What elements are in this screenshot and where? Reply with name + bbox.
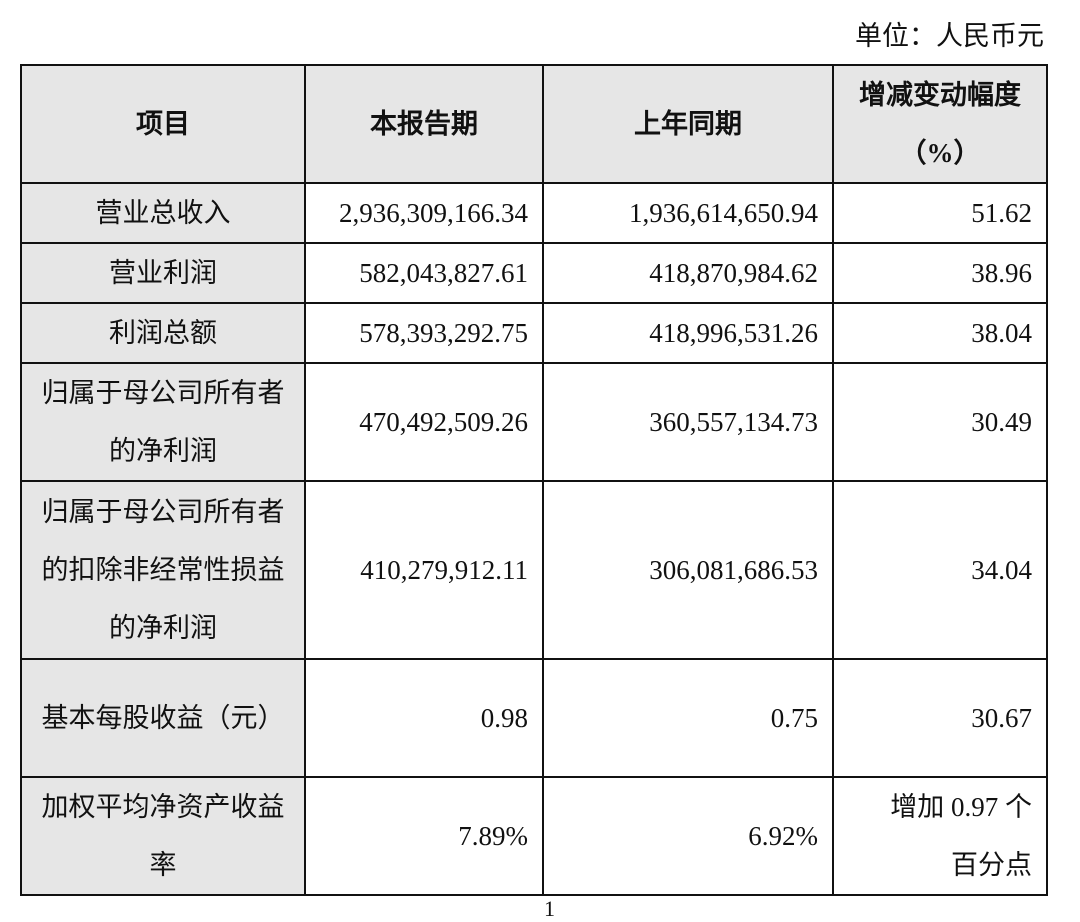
row-prior: 418,870,984.62	[542, 242, 834, 304]
row-change: 34.04	[832, 480, 1048, 660]
row-change: 30.67	[832, 658, 1048, 778]
table-row: 归属于母公司所有者的净利润 470,492,509.26 360,557,134.7…	[20, 362, 1048, 482]
table-row: 加权平均净资产收益率 7.89% 6.92% 增加 0.97 个百分点	[20, 776, 1048, 896]
table-row: 归属于母公司所有者的扣除非经常性损益的净利润 410,279,912.11 306,…	[20, 480, 1048, 660]
row-change: 51.62	[832, 182, 1048, 244]
row-current: 582,043,827.61	[304, 242, 544, 304]
row-current: 2,936,309,166.34	[304, 182, 544, 244]
row-item: 营业总收入	[20, 182, 306, 244]
row-change: 38.04	[832, 302, 1048, 364]
row-item: 利润总额	[20, 302, 306, 364]
row-current: 7.89%	[304, 776, 544, 896]
row-prior: 0.75	[542, 658, 834, 778]
row-prior: 6.92%	[542, 776, 834, 896]
table-row: 营业总收入 2,936,309,166.34 1,936,614,650.94 51.…	[20, 182, 1048, 244]
financial-table: 项目 本报告期 上年同期 增减变动幅度（%） 营业总收入 2,936,309,16…	[20, 64, 1048, 896]
row-change: 增加 0.97 个百分点	[832, 776, 1048, 896]
page-number: 1	[544, 896, 555, 921]
header-row: 项目 本报告期 上年同期 增减变动幅度（%）	[20, 64, 1048, 184]
row-item: 加权平均净资产收益率	[20, 776, 306, 896]
table-row: 利润总额 578,393,292.75 418,996,531.26 38.04	[20, 302, 1048, 364]
row-current: 470,492,509.26	[304, 362, 544, 482]
row-current: 0.98	[304, 658, 544, 778]
header-current: 本报告期	[304, 64, 544, 184]
header-prior: 上年同期	[542, 64, 834, 184]
row-item: 基本每股收益（元）	[20, 658, 306, 778]
row-item: 归属于母公司所有者的净利润	[20, 362, 306, 482]
header-change: 增减变动幅度（%）	[832, 64, 1048, 184]
unit-label: 单位：人民币元	[855, 21, 1044, 51]
row-item: 归属于母公司所有者的扣除非经常性损益的净利润	[20, 480, 306, 660]
row-prior: 418,996,531.26	[542, 302, 834, 364]
row-change: 30.49	[832, 362, 1048, 482]
row-item: 营业利润	[20, 242, 306, 304]
row-change: 38.96	[832, 242, 1048, 304]
row-current: 410,279,912.11	[304, 480, 544, 660]
row-prior: 306,081,686.53	[542, 480, 834, 660]
header-item: 项目	[20, 64, 306, 184]
table-row: 营业利润 582,043,827.61 418,870,984.62 38.96	[20, 242, 1048, 304]
row-prior: 1,936,614,650.94	[542, 182, 834, 244]
row-current: 578,393,292.75	[304, 302, 544, 364]
row-prior: 360,557,134.73	[542, 362, 834, 482]
table-row: 基本每股收益（元） 0.98 0.75 30.67	[20, 658, 1048, 778]
